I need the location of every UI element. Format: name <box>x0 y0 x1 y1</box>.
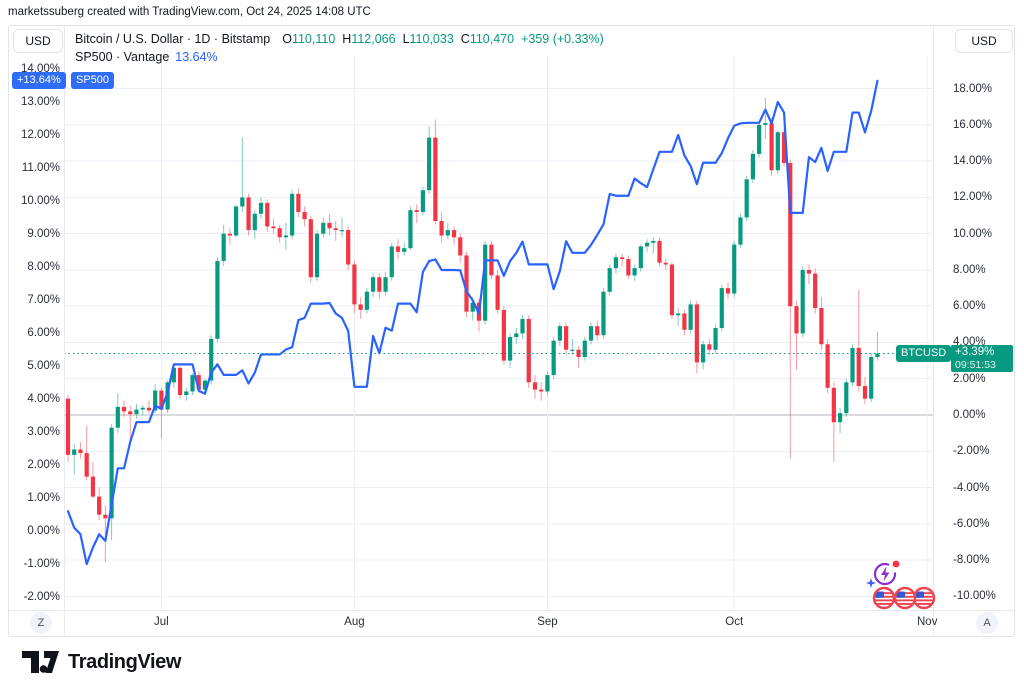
left-axis-tick: 3.00% <box>27 426 60 438</box>
btcusd-bar-countdown: 09:51:53 <box>955 359 996 372</box>
right-axis-tick: 18.00% <box>953 82 993 95</box>
us-flag-circle-icon <box>872 586 896 615</box>
us-flag-circle-icon <box>893 586 917 615</box>
us-flag-circle-icon <box>912 586 936 615</box>
left-axis-tick: 0.00% <box>27 525 60 537</box>
tradingview-logo[interactable]: TradingView <box>22 648 181 676</box>
left-scale-currency-button[interactable]: USD <box>13 29 63 53</box>
auto-scale-button-label: A <box>983 617 991 629</box>
right-currency-label: USD <box>971 34 997 48</box>
assistant-widget[interactable] <box>864 558 906 588</box>
right-axis-tick: 6.00% <box>953 300 986 313</box>
auto-scale-button[interactable]: A <box>976 612 998 634</box>
btcusd-last-change: +3.39% <box>955 346 995 359</box>
time-axis-divider <box>9 610 1014 611</box>
left-axis-tick: 2.00% <box>27 459 60 471</box>
ohlc-change: +359 (+0.33%) <box>521 32 604 46</box>
sp500-line-series <box>66 79 879 566</box>
left-axis-tick: 13.00% <box>20 96 60 108</box>
btc-candlestick-series <box>65 97 880 562</box>
legend: Bitcoin / U.S. Dollar · 1D · Bitstamp O1… <box>75 31 604 65</box>
right-axis-tick: 16.00% <box>953 118 993 131</box>
right-axis-tick: 12.00% <box>953 191 993 204</box>
ohlc-high: H112,066 <box>342 32 396 46</box>
chart-frame <box>8 25 1015 637</box>
left-scale-divider <box>64 25 65 637</box>
left-axis-tick: 10.00% <box>20 195 60 207</box>
left-axis-tick: 8.00% <box>27 261 60 273</box>
btcusd-scale-value-label: +3.39% 09:51:53 <box>951 345 1013 373</box>
left-axis-tick: 4.00% <box>27 393 60 405</box>
ohlc-open: O110,110 <box>282 32 336 46</box>
tradingview-logo-icon <box>22 651 59 673</box>
sp500-scale-name-label: SP500 <box>71 72 115 90</box>
attribution-text: marketssuberg created with TradingView.c… <box>8 6 371 18</box>
time-axis-label: Oct <box>725 616 744 628</box>
left-axis-tick: 1.00% <box>27 492 60 504</box>
time-scale[interactable]: Jul Aug Sep Oct Nov <box>9 611 1014 637</box>
refresh-bolt-icon <box>873 562 897 586</box>
timezone-button-label: Z <box>37 617 45 629</box>
sp500-scale-value-label: +13.64% <box>12 72 66 90</box>
notification-dot <box>892 560 900 568</box>
legend-compare-row: SP500 · Vantage 13.64% <box>75 49 604 65</box>
right-axis-tick: 8.00% <box>953 263 986 276</box>
right-axis-tick: -8.00% <box>953 554 990 567</box>
ohlc-values: O110,110 H112,066 L110,033 C110,470 +359… <box>282 31 604 47</box>
time-axis-label: Sep <box>537 616 558 628</box>
time-axis-label: Jul <box>154 616 169 628</box>
compare-value: 13.64% <box>175 50 218 64</box>
flag-avatars[interactable] <box>872 586 938 610</box>
left-axis-tick: 9.00% <box>27 228 60 240</box>
right-scale-currency-button[interactable]: USD <box>955 29 1013 53</box>
right-axis-tick: 10.00% <box>953 227 993 240</box>
symbol-title[interactable]: Bitcoin / U.S. Dollar · 1D · Bitstamp <box>75 32 271 46</box>
btcusd-series-label: BTCUSD <box>896 345 952 363</box>
tradingview-logo-text: TradingView <box>68 650 182 673</box>
right-axis-tick: -2.00% <box>953 445 990 458</box>
left-axis-tick: 6.00% <box>27 327 60 339</box>
right-axis-tick: 0.00% <box>953 409 986 421</box>
right-axis-tick: -10.00% <box>953 590 996 603</box>
left-axis-tick: 7.00% <box>27 294 60 306</box>
right-axis-tick: -4.00% <box>953 481 990 494</box>
left-currency-label: USD <box>25 34 51 48</box>
compare-title[interactable]: SP500 · Vantage <box>75 50 170 64</box>
left-axis-tick: -2.00% <box>23 591 60 603</box>
sparkle-icon <box>866 578 876 588</box>
left-axis-tick: 12.00% <box>20 129 60 141</box>
legend-symbol-row: Bitcoin / U.S. Dollar · 1D · Bitstamp O1… <box>75 31 604 47</box>
ohlc-low: L110,033 <box>402 32 454 46</box>
left-axis-tick: 14.00% <box>20 63 60 75</box>
left-axis-tick: 11.00% <box>21 162 60 174</box>
right-axis-tick: 14.00% <box>953 155 993 168</box>
time-axis-label: Aug <box>344 616 365 628</box>
ohlc-close: C110,470 <box>460 32 515 46</box>
left-axis-tick: -1.00% <box>23 558 60 570</box>
right-axis-tick: 2.00% <box>953 372 986 385</box>
right-axis-tick: -6.00% <box>953 517 990 530</box>
time-axis-label: Nov <box>917 616 938 628</box>
right-scale-divider <box>933 25 934 637</box>
left-axis-tick: 5.00% <box>27 360 60 372</box>
timezone-button[interactable]: Z <box>30 612 52 634</box>
